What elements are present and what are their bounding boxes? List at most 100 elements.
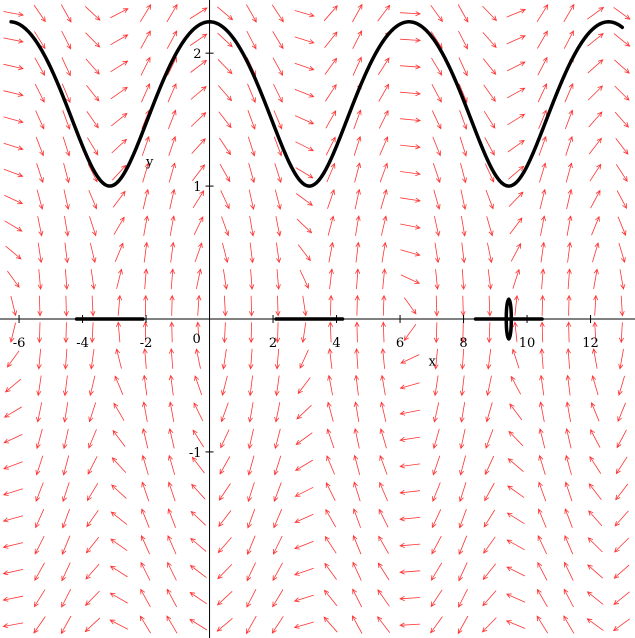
- direction-arrow: [272, 562, 283, 582]
- direction-arrow: [564, 82, 574, 103]
- direction-arrow: [249, 242, 255, 264]
- direction-arrow: [458, 589, 468, 608]
- direction-arrow: [353, 401, 360, 422]
- direction-arrow: [537, 535, 547, 555]
- direction-arrow: [34, 57, 46, 77]
- direction-arrow: [461, 242, 467, 264]
- direction-arrow: [293, 621, 315, 629]
- direction-arrow: [432, 455, 441, 476]
- direction-arrow: [85, 32, 101, 48]
- direction-arrow: [431, 509, 442, 529]
- direction-arrow: [537, 56, 548, 76]
- direction-arrow: [35, 455, 44, 476]
- direction-arrow: [566, 321, 572, 343]
- direction-arrow: [112, 429, 126, 447]
- direction-arrow: [510, 375, 522, 395]
- direction-arrow: [86, 482, 99, 502]
- direction-arrow: [589, 163, 602, 182]
- direction-arrow: [34, 31, 46, 50]
- direction-arrow: [355, 241, 361, 263]
- direction-arrow: [618, 322, 624, 344]
- direction-arrow: [400, 197, 421, 203]
- direction-arrow: [593, 294, 599, 316]
- direction-arrow: [615, 456, 628, 475]
- direction-arrow: [512, 321, 518, 343]
- direction-arrow: [378, 508, 389, 528]
- direction-arrow: [217, 32, 233, 48]
- direction-arrow: [139, 4, 152, 23]
- direction-arrow: [248, 189, 256, 210]
- direction-arrow: [380, 188, 388, 210]
- direction-arrow: [399, 569, 421, 575]
- direction-arrow: [379, 162, 388, 183]
- direction-arrow: [588, 137, 602, 155]
- direction-arrow: [142, 374, 148, 396]
- direction-arrow: [272, 57, 284, 77]
- tick-labels: -6 -4 -2 2 4 6 8 10 12 2 1 -1 0: [13, 47, 599, 461]
- direction-arrow: [275, 269, 281, 291]
- direction-arrow: [4, 378, 22, 393]
- direction-arrow: [327, 347, 333, 369]
- direction-arrow: [352, 534, 362, 555]
- direction-arrow: [619, 295, 625, 317]
- direction-arrow: [430, 4, 443, 23]
- direction-arrow: [169, 321, 175, 343]
- direction-arrow: [35, 428, 43, 450]
- direction-arrow: [399, 516, 421, 522]
- direction-arrow: [247, 455, 255, 476]
- direction-arrow: [248, 375, 254, 397]
- direction-arrow: [588, 483, 602, 500]
- direction-arrow: [293, 594, 314, 603]
- direction-arrow: [2, 542, 23, 549]
- direction-arrow: [274, 163, 282, 184]
- direction-arrow: [617, 375, 625, 396]
- direction-arrow: [109, 619, 129, 630]
- direction-arrow: [35, 509, 45, 529]
- direction-arrow: [399, 409, 420, 416]
- direction-arrow: [62, 136, 71, 157]
- direction-arrow: [189, 7, 208, 19]
- direction-arrow: [190, 510, 206, 526]
- direction-arrow: [220, 429, 230, 449]
- direction-arrow: [565, 162, 573, 183]
- direction-arrow: [564, 561, 574, 581]
- solution-curves: [11, 22, 625, 341]
- direction-arrow: [37, 242, 43, 264]
- direction-arrow: [482, 5, 498, 22]
- direction-arrow: [37, 322, 43, 344]
- direction-arrow: [592, 321, 598, 343]
- direction-arrow: [399, 542, 421, 548]
- direction-arrow: [326, 428, 335, 449]
- direction-arrow: [328, 268, 334, 290]
- direction-arrow: [431, 84, 442, 103]
- direction-arrow: [431, 535, 442, 555]
- direction-arrow: [613, 33, 631, 47]
- direction-arrow: [485, 402, 493, 423]
- direction-arrow: [617, 402, 626, 423]
- direction-arrow: [486, 322, 492, 344]
- direction-arrow: [192, 164, 206, 181]
- direction-arrow: [377, 616, 391, 633]
- direction-arrow: [169, 188, 176, 210]
- direction-arrow: [61, 535, 71, 556]
- direction-arrow: [247, 83, 256, 104]
- direction-arrow: [86, 111, 99, 129]
- direction-arrow: [2, 622, 24, 629]
- direction-arrow: [217, 6, 234, 21]
- direction-arrow: [537, 83, 548, 103]
- tick-marks: [18, 52, 592, 453]
- direction-arrow: [514, 294, 520, 316]
- direction-arrow: [615, 138, 629, 155]
- direction-arrow: [433, 348, 439, 370]
- direction-arrow: [323, 616, 338, 633]
- direction-arrow: [487, 295, 493, 317]
- direction-arrow: [192, 190, 205, 209]
- direction-arrow: [191, 456, 205, 474]
- direction-arrow: [247, 482, 255, 503]
- direction-arrow: [458, 562, 468, 582]
- direction-arrow: [614, 537, 630, 553]
- direction-arrow: [216, 591, 233, 606]
- direction-arrow: [275, 295, 281, 317]
- direction-arrow: [221, 216, 230, 237]
- direction-arrow: [89, 322, 95, 344]
